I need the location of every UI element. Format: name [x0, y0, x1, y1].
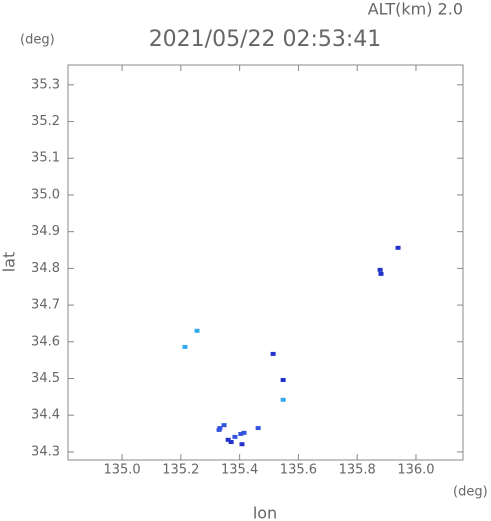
- x-tick-label: 135.0: [103, 463, 140, 478]
- y-tick-label: 34.9: [31, 224, 60, 239]
- y-tick-label: 35.1: [31, 151, 60, 166]
- data-point: [270, 351, 276, 356]
- data-point: [221, 423, 227, 428]
- chart-subtitle: ALT(km) 2.0: [368, 0, 463, 19]
- data-point: [238, 431, 244, 436]
- x-tick-label: 135.6: [280, 463, 317, 478]
- data-point: [378, 271, 384, 276]
- x-tick-label: 136.0: [397, 463, 434, 478]
- data-point: [194, 328, 200, 333]
- data-point: [241, 430, 247, 435]
- y-unit: (deg): [20, 33, 55, 48]
- y-tick-label: 34.8: [31, 261, 60, 276]
- y-tick-label: 34.4: [31, 408, 60, 423]
- y-tick-label: 34.5: [31, 371, 60, 386]
- x-unit: (deg): [453, 485, 488, 500]
- data-point: [182, 344, 188, 349]
- x-tick-label: 135.4: [221, 463, 258, 478]
- data-point: [377, 267, 383, 272]
- x-tick-label: 135.8: [339, 463, 376, 478]
- y-tick-label: 34.6: [31, 334, 60, 349]
- data-point: [228, 440, 234, 445]
- y-tick-label: 35.2: [31, 114, 60, 129]
- y-tick-label: 34.7: [31, 298, 60, 313]
- data-point: [239, 442, 245, 447]
- data-point: [216, 427, 222, 432]
- data-point: [255, 426, 261, 431]
- x-axis-label: lon: [253, 504, 277, 521]
- chart-title: 2021/05/22 02:53:41: [149, 27, 382, 52]
- data-point: [395, 245, 401, 250]
- y-tick-label: 35.0: [31, 187, 60, 202]
- data-point: [232, 434, 238, 439]
- y-tick-label: 35.3: [31, 77, 60, 92]
- plot-frame: [67, 64, 464, 461]
- x-tick-label: 135.2: [162, 463, 199, 478]
- y-axis-label: lat: [0, 252, 19, 273]
- y-tick-label: 34.3: [31, 444, 60, 459]
- data-point: [225, 437, 231, 442]
- data-point: [280, 397, 286, 402]
- data-point: [280, 377, 286, 382]
